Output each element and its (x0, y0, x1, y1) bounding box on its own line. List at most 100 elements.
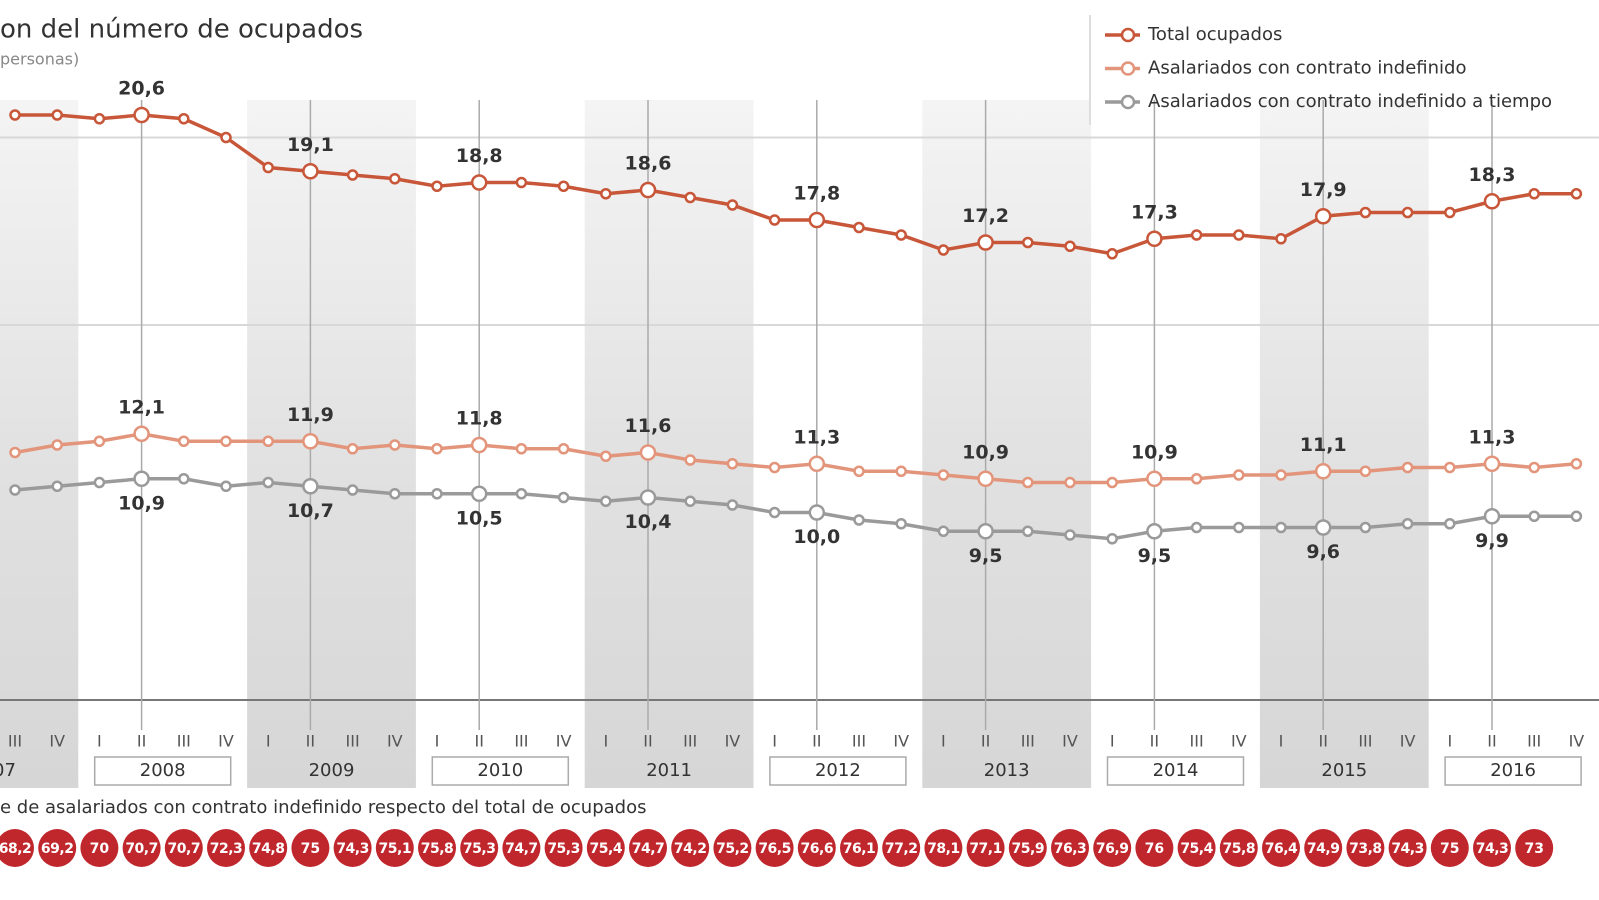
ratio-circle (671, 829, 710, 867)
x-tick-label: IV (1400, 732, 1416, 751)
ratio-circle (1304, 829, 1343, 867)
ratio-circle (797, 829, 836, 867)
data-label: 19,1 (287, 134, 334, 156)
x-tick-label: I (941, 732, 946, 751)
data-point (302, 433, 319, 450)
data-label: 11,9 (287, 404, 334, 426)
x-tick-label: I (266, 732, 271, 751)
legend-label: Total ocupados (1147, 24, 1282, 45)
x-tick-label: II (474, 732, 483, 751)
x-tick-label: IV (893, 732, 909, 751)
data-point (808, 211, 826, 229)
x-tick-label: IV (49, 732, 65, 751)
data-point (302, 478, 319, 495)
x-tick-label: I (1279, 732, 1284, 751)
data-point (1233, 521, 1245, 534)
ratio-title: e de asalariados con contrato indefinido… (0, 797, 646, 818)
data-point (346, 169, 359, 181)
data-point (1064, 476, 1076, 489)
data-point (1314, 519, 1332, 536)
data-point (51, 109, 63, 121)
data-point (1022, 525, 1034, 537)
ratio-label: 75,3 (547, 841, 580, 857)
ratio-circle (460, 829, 499, 867)
data-label: 10,5 (456, 507, 503, 529)
ratio-circle (924, 829, 963, 867)
data-label: 9,6 (1306, 541, 1340, 563)
ratio-circle (1262, 829, 1300, 867)
ratio-label: 74,3 (336, 841, 369, 857)
ratio-circle (1093, 829, 1132, 867)
ratio-label: 76,3 (1054, 841, 1087, 857)
chart-title: on del número de ocupados (0, 15, 363, 45)
data-point (684, 454, 696, 466)
ratio-label: 76 (1145, 841, 1164, 857)
data-label: 11,8 (456, 408, 503, 430)
data-point (9, 484, 21, 496)
x-tick-label: I (772, 732, 777, 751)
ratio-circle (1430, 829, 1469, 867)
ratio-circle (1051, 829, 1089, 867)
x-tick-label: III (1527, 732, 1541, 751)
ratio-label: 75,1 (379, 841, 412, 857)
ratio-circle (207, 829, 245, 867)
ratio-circle (1008, 829, 1047, 867)
year-band (584, 100, 754, 788)
data-label: 17,8 (793, 183, 840, 205)
data-point (557, 180, 570, 192)
year-box (769, 756, 907, 786)
data-point (768, 461, 781, 474)
legend-label: Asalariados con contrato indefinido a ti… (1148, 91, 1552, 112)
data-point (178, 113, 190, 125)
data-point (808, 455, 826, 472)
data-point (93, 476, 106, 489)
data-label: 11,3 (1469, 426, 1516, 448)
data-point (262, 161, 274, 174)
data-point (684, 191, 696, 204)
data-point (1064, 240, 1076, 252)
ratio-circle (629, 829, 667, 867)
data-point (1146, 230, 1163, 247)
data-point (1444, 461, 1456, 474)
ratio-circle (1388, 829, 1427, 867)
ratio-circle (80, 829, 119, 867)
data-point (895, 465, 907, 477)
data-label: 10,4 (625, 511, 672, 533)
data-point (557, 491, 570, 504)
data-point (178, 435, 190, 447)
ratio-circle (1473, 829, 1511, 867)
ratio-circle (755, 829, 794, 867)
ratio-circle (713, 829, 752, 867)
x-tick-label: III (1021, 732, 1035, 751)
ratio-label: 76,9 (1096, 841, 1129, 857)
ratio-circle (882, 829, 921, 867)
year-label: 2014 (1153, 760, 1199, 781)
x-tick-label: III (8, 732, 22, 751)
ratio-circle (291, 829, 330, 867)
ratio-label: 74,7 (505, 841, 538, 857)
data-point (262, 476, 274, 489)
ratio-label: 75,8 (1223, 841, 1256, 857)
ratio-circle (249, 829, 288, 867)
data-point (853, 221, 865, 234)
data-point (937, 469, 950, 481)
ratio-circle (1135, 829, 1174, 867)
data-point (1106, 248, 1118, 260)
x-tick-label: II (812, 732, 821, 751)
data-point (1359, 465, 1372, 477)
data-label: 17,2 (962, 205, 1009, 227)
ratio-label: 76,6 (801, 841, 834, 857)
data-point (9, 446, 21, 459)
data-point (768, 214, 781, 226)
data-point (1022, 236, 1034, 249)
data-point (1359, 521, 1372, 534)
data-point (389, 488, 401, 500)
ratio-circle (333, 829, 372, 867)
data-point (639, 444, 657, 461)
x-tick-label: I (603, 732, 608, 751)
data-point (133, 425, 150, 442)
ratio-label: 78,1 (927, 841, 960, 857)
data-label: 9,5 (969, 545, 1003, 567)
x-tick-label: IV (725, 732, 741, 751)
x-tick-label: II (1318, 732, 1327, 751)
